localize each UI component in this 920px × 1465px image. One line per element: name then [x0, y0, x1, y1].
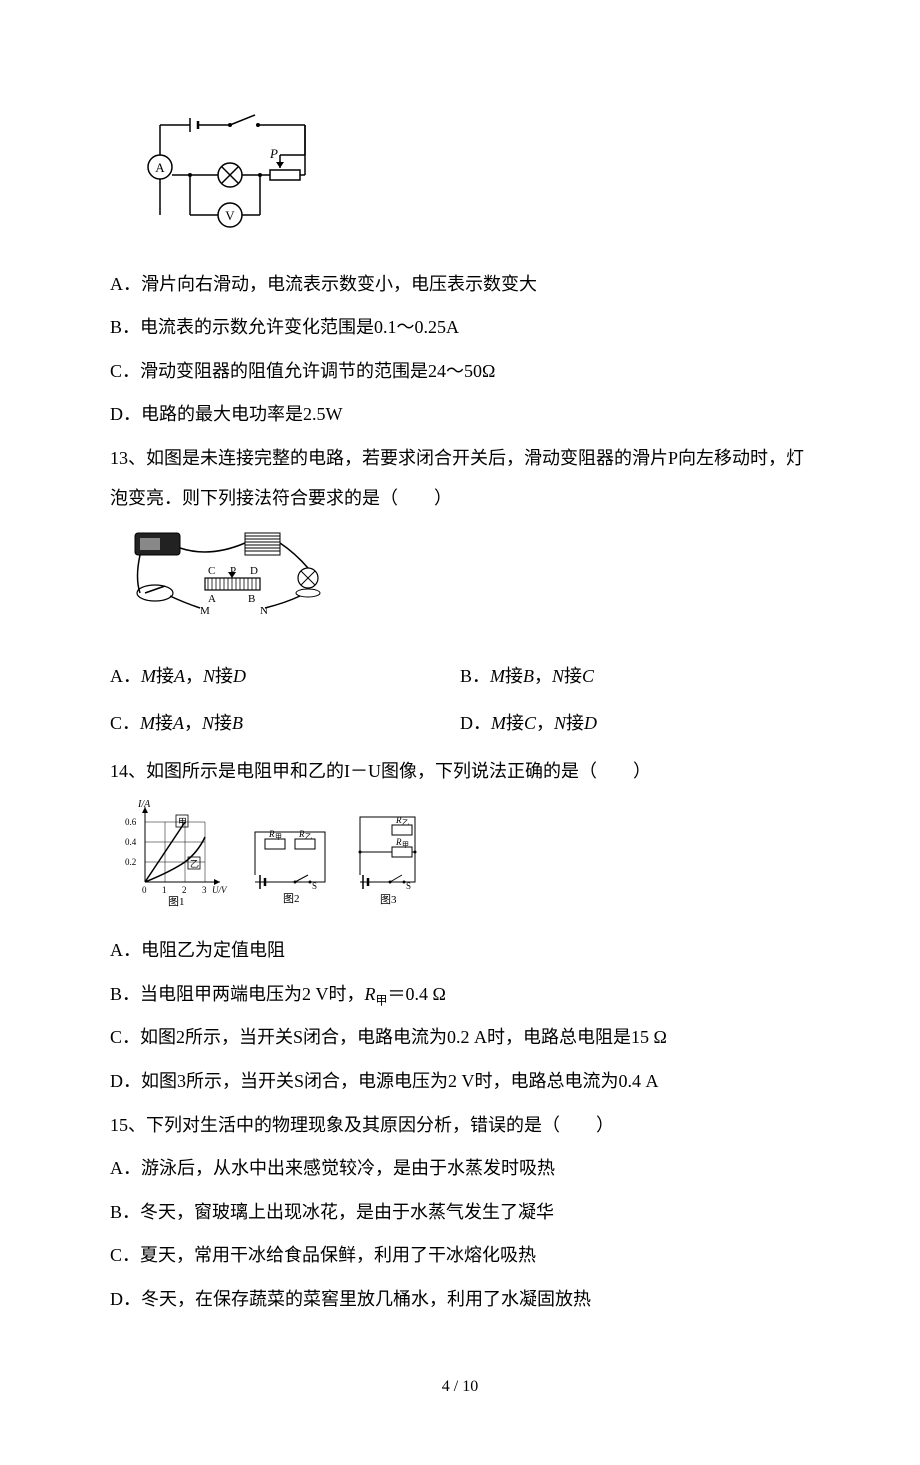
- figure-2: R甲 R乙 S 图2: [245, 817, 335, 922]
- opt-var: A: [174, 666, 185, 686]
- q13-text: 13、如图是未连接完整的电路，若要求闭合开关后，滑动变阻器的滑片P向左移动时，灯…: [110, 439, 810, 518]
- opt-text: ＝0.4 Ω: [388, 984, 446, 1004]
- q13-option-b: B．M接B，N接C: [460, 657, 810, 697]
- opt-var: M: [141, 666, 156, 686]
- q14-option-b: B．当电阻甲两端电压为2 V时，R甲＝0.4 Ω: [110, 975, 810, 1015]
- opt-text: ，: [534, 666, 552, 686]
- opt-prefix: B．: [460, 666, 490, 686]
- q13-option-a: A．M接A，N接D: [110, 657, 460, 697]
- svg-text:P: P: [269, 146, 278, 161]
- opt-text: ，: [536, 713, 554, 733]
- q14-figures: I/A 0.6 0.4 0.2 0 1 2 3 U/V: [120, 797, 810, 922]
- opt-sub: 甲: [376, 993, 388, 1007]
- svg-text:0.2: 0.2: [125, 857, 136, 867]
- svg-text:甲: 甲: [402, 841, 409, 849]
- q13-option-c: C．M接A，N接B: [110, 704, 460, 744]
- q15-text: 15、下列对生活中的物理现象及其原因分析，错误的是（ ）: [110, 1106, 810, 1146]
- svg-text:3: 3: [202, 885, 207, 895]
- svg-text:0: 0: [142, 885, 147, 895]
- opt-var: N: [203, 666, 215, 686]
- svg-text:乙: 乙: [402, 819, 409, 827]
- q15-option-a: A．游泳后，从水中出来感觉较冷，是由于水蒸发时吸热: [110, 1149, 810, 1189]
- svg-text:V: V: [225, 208, 235, 223]
- q14-text: 14、如图所示是电阻甲和乙的I－U图像，下列说法正确的是（ ）: [110, 752, 810, 792]
- opt-text: 接: [506, 713, 524, 733]
- svg-text:1: 1: [162, 885, 167, 895]
- opt-var: N: [554, 713, 566, 733]
- svg-text:图3: 图3: [380, 893, 397, 906]
- q12-option-c: C．滑动变阻器的阻值允许调节的范围是24～50Ω: [110, 352, 810, 392]
- svg-text:R: R: [298, 829, 305, 839]
- opt-var: M: [491, 713, 506, 733]
- q12-circuit-diagram: A P V: [130, 110, 810, 245]
- opt-var: R: [365, 984, 376, 1004]
- q15-option-b: B．冬天，窗玻璃上出现冰花，是由于水蒸气发生了凝华: [110, 1193, 810, 1233]
- opt-var: M: [490, 666, 505, 686]
- svg-text:R: R: [268, 829, 275, 839]
- opt-text: 接: [564, 666, 582, 686]
- opt-text: 接: [566, 713, 584, 733]
- opt-text: 接: [156, 666, 174, 686]
- opt-var: D: [233, 666, 246, 686]
- svg-text:U/V: U/V: [212, 885, 228, 895]
- opt-var: C: [582, 666, 594, 686]
- svg-text:图1: 图1: [168, 895, 185, 907]
- q14-option-a: A．电阻乙为定值电阻: [110, 931, 810, 971]
- svg-text:2: 2: [182, 885, 187, 895]
- svg-text:I/A: I/A: [137, 799, 151, 810]
- opt-var: N: [202, 713, 214, 733]
- svg-text:乙: 乙: [305, 833, 312, 841]
- opt-prefix: D．: [460, 713, 491, 733]
- page-number: 4 / 10: [110, 1369, 810, 1404]
- opt-text: ，: [184, 713, 202, 733]
- svg-text:R: R: [395, 837, 402, 847]
- opt-text: B．当电阻甲两端电压为2 V时，: [110, 984, 365, 1004]
- opt-var: D: [584, 713, 597, 733]
- svg-text:C: C: [208, 565, 215, 577]
- opt-var: C: [524, 713, 536, 733]
- q13-circuit-diagram: C P D A B M N: [130, 528, 810, 638]
- opt-var: A: [173, 713, 184, 733]
- svg-text:M: M: [200, 605, 210, 617]
- q14-option-c: C．如图2所示，当开关S闭合，电路电流为0.2 A时，电路总电阻是15 Ω: [110, 1018, 810, 1058]
- opt-prefix: A．: [110, 666, 141, 686]
- q12-option-a: A．滑片向右滑动，电流表示数变小，电压表示数变大: [110, 265, 810, 305]
- svg-text:A: A: [155, 160, 165, 175]
- opt-text: 接: [155, 713, 173, 733]
- opt-text: 接: [215, 666, 233, 686]
- figure-1: I/A 0.6 0.4 0.2 0 1 2 3 U/V: [120, 797, 230, 922]
- opt-prefix: C．: [110, 713, 140, 733]
- svg-text:甲: 甲: [178, 817, 187, 827]
- svg-text:A: A: [208, 593, 216, 605]
- q12-option-b: B．电流表的示数允许变化范围是0.1～0.25A: [110, 308, 810, 348]
- q14-option-d: D．如图3所示，当开关S闭合，电源电压为2 V时，电路总电流为0.4 A: [110, 1062, 810, 1102]
- q15-option-c: C．夏天，常用干冰给食品保鲜，利用了干冰熔化吸热: [110, 1236, 810, 1276]
- q15-option-d: D．冬天，在保存蔬菜的菜窖里放几桶水，利用了水凝固放热: [110, 1280, 810, 1320]
- svg-text:R: R: [395, 815, 402, 825]
- figure-3: R乙 R甲 S 图3: [350, 807, 430, 922]
- opt-text: ，: [185, 666, 203, 686]
- svg-text:D: D: [250, 565, 258, 577]
- svg-text:B: B: [248, 593, 255, 605]
- opt-var: M: [140, 713, 155, 733]
- q12-option-d: D．电路的最大电功率是2.5W: [110, 395, 810, 435]
- svg-text:甲: 甲: [275, 833, 282, 841]
- q13-option-d: D．M接C，N接D: [460, 704, 810, 744]
- opt-var: N: [552, 666, 564, 686]
- opt-text: 接: [505, 666, 523, 686]
- opt-var: B: [523, 666, 534, 686]
- svg-text:0.4: 0.4: [125, 837, 137, 847]
- svg-text:0.6: 0.6: [125, 817, 137, 827]
- opt-text: 接: [214, 713, 232, 733]
- svg-text:乙: 乙: [190, 859, 199, 869]
- opt-var: B: [232, 713, 243, 733]
- svg-text:图2: 图2: [283, 892, 300, 905]
